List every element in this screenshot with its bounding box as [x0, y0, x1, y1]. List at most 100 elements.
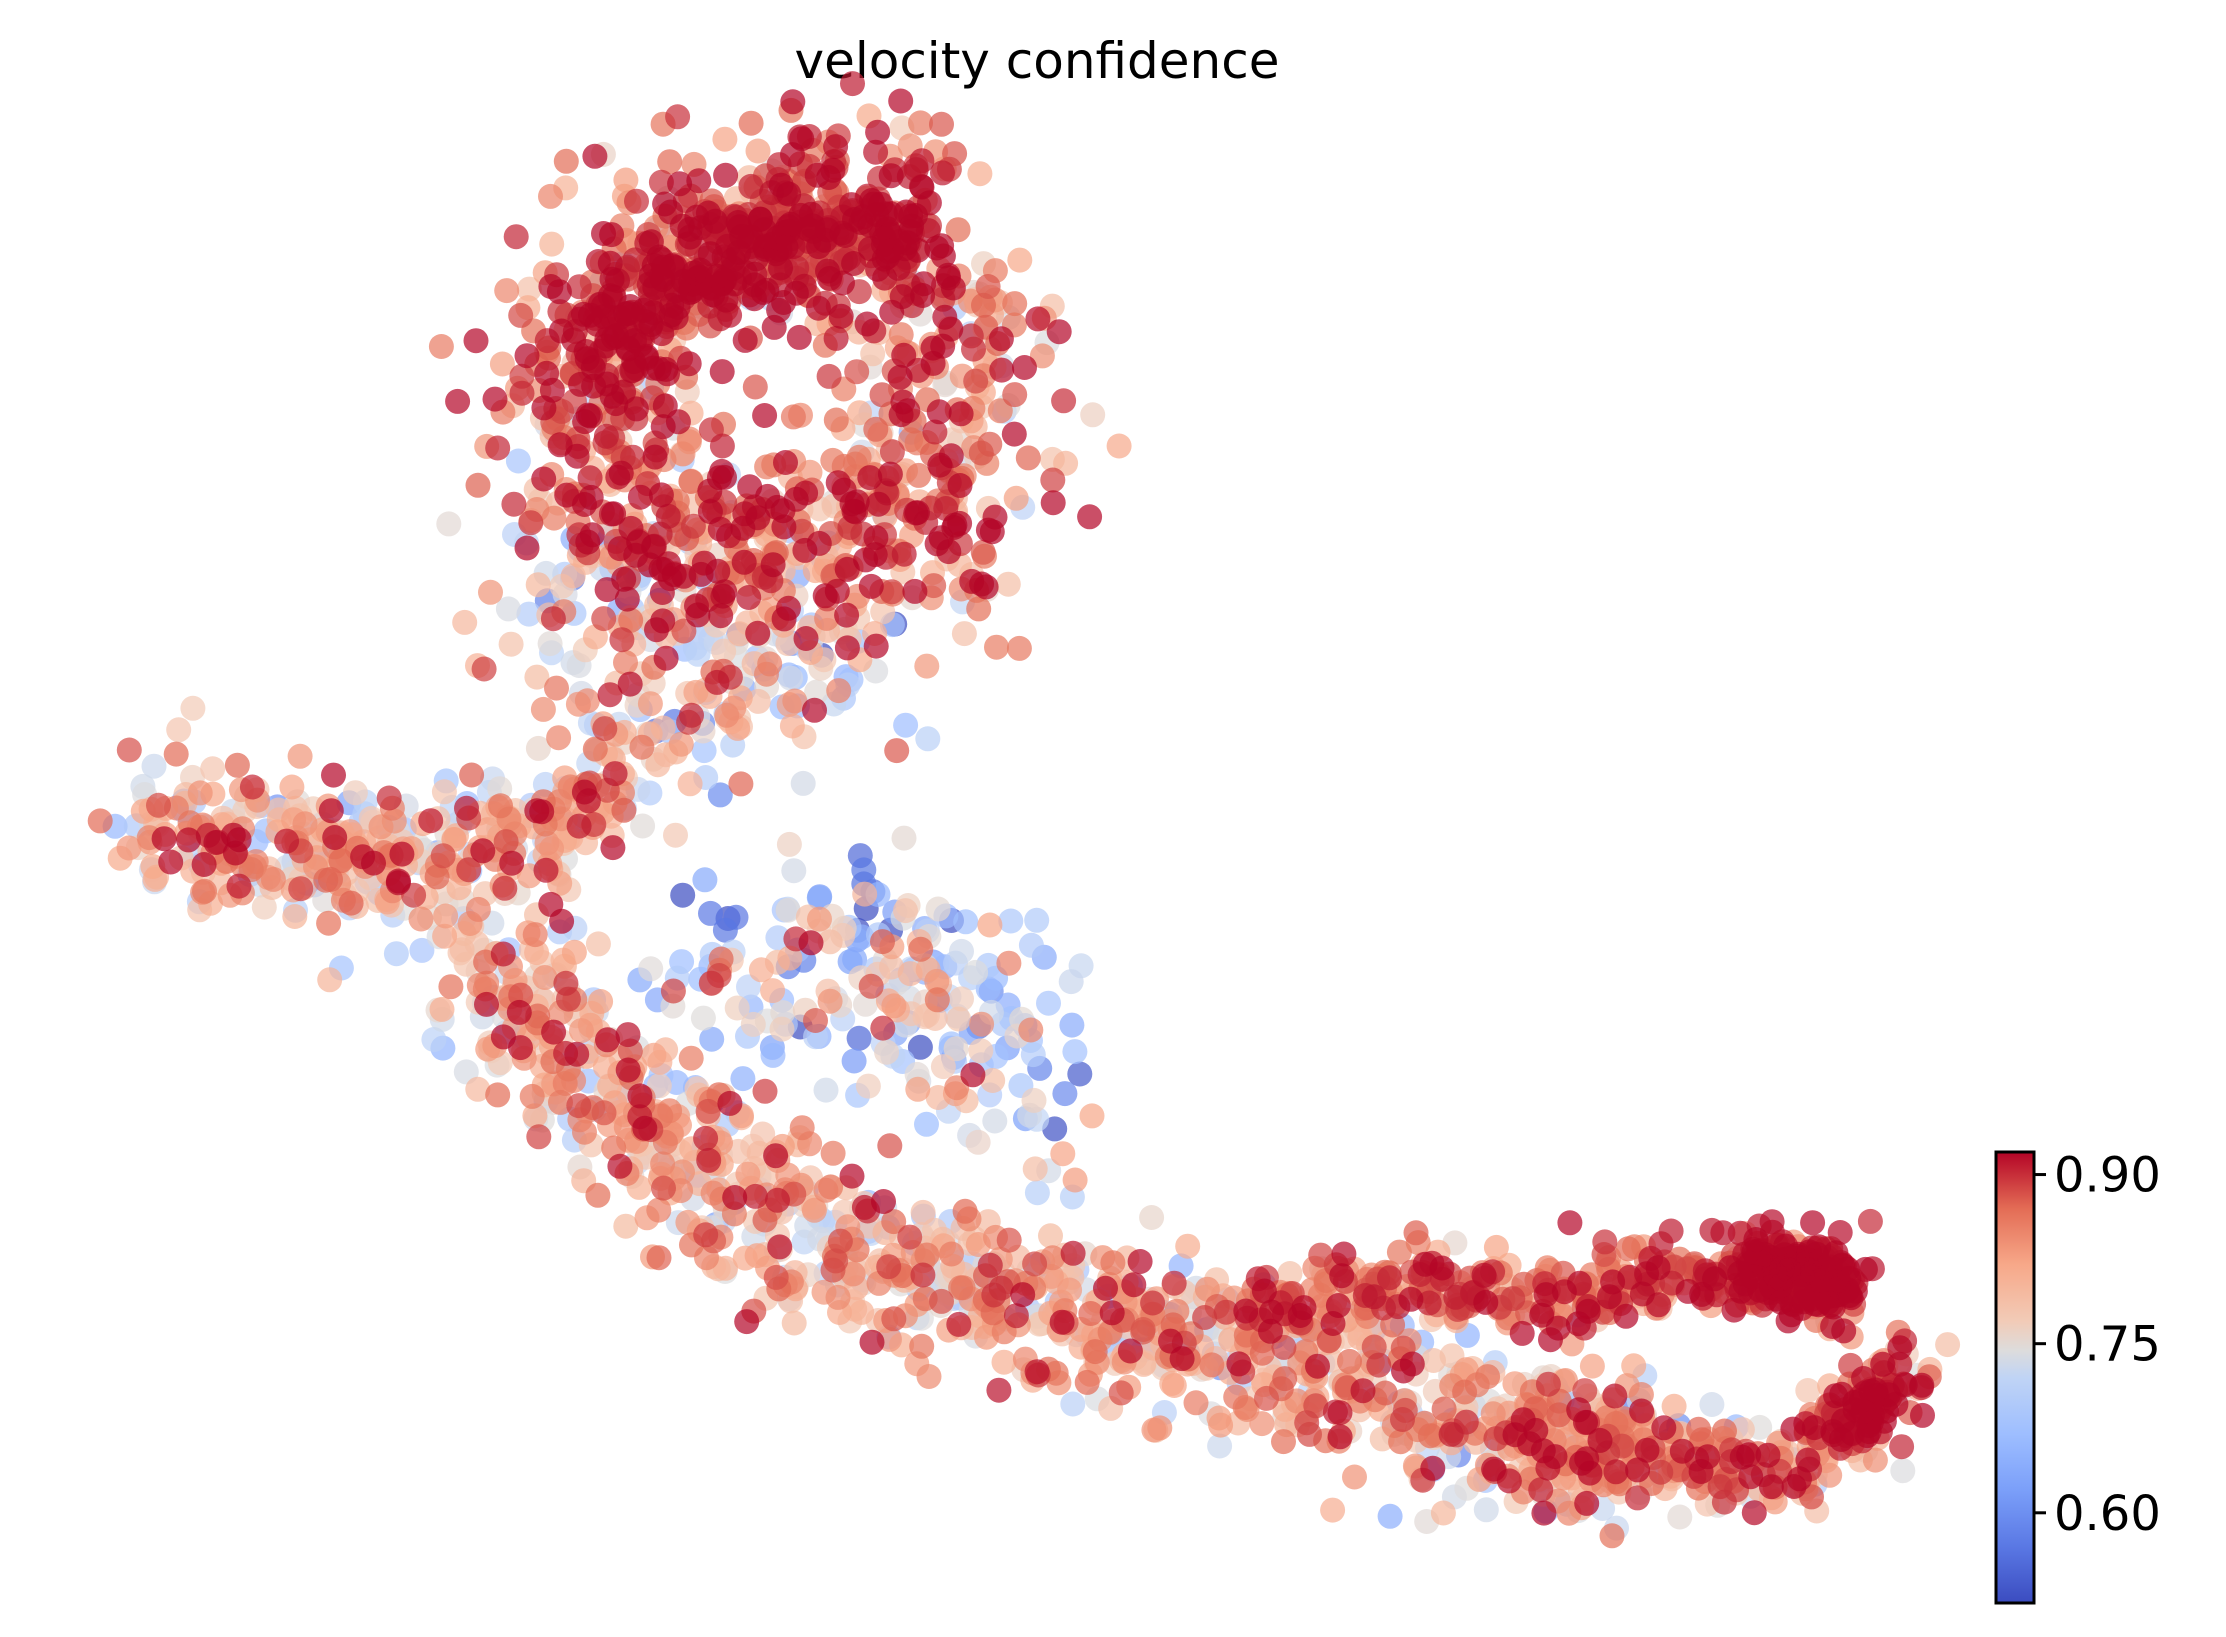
data-point — [287, 743, 313, 769]
data-point — [736, 974, 761, 1000]
data-point — [438, 974, 464, 1000]
data-point — [1060, 1240, 1086, 1266]
data-point — [1226, 1351, 1252, 1377]
data-point — [498, 631, 524, 657]
data-point — [961, 336, 986, 362]
data-point — [1431, 1396, 1457, 1422]
data-point — [902, 578, 928, 604]
data-point — [675, 1209, 701, 1235]
data-point — [1325, 1293, 1351, 1318]
data-point — [1587, 1427, 1613, 1453]
data-point — [939, 1241, 964, 1267]
data-point — [471, 656, 497, 682]
data-point — [648, 556, 674, 582]
data-point — [1080, 402, 1106, 428]
data-point — [775, 897, 801, 923]
data-point — [1862, 1447, 1888, 1473]
data-point — [823, 325, 849, 351]
data-point — [547, 299, 573, 325]
data-point — [1667, 1504, 1693, 1530]
data-point — [898, 203, 924, 229]
data-point — [870, 1015, 896, 1041]
data-point — [887, 364, 913, 390]
data-point — [239, 774, 265, 800]
data-point — [727, 621, 753, 647]
data-point — [1736, 1442, 1762, 1468]
data-point — [1533, 1282, 1559, 1308]
data-point — [841, 1048, 867, 1074]
data-point — [998, 908, 1024, 934]
data-point — [614, 586, 640, 612]
data-point — [881, 1306, 907, 1332]
data-point — [612, 317, 638, 343]
data-point — [525, 572, 551, 598]
data-point — [849, 1299, 875, 1325]
data-point — [321, 762, 346, 788]
data-point — [685, 602, 711, 628]
data-point — [1093, 1275, 1118, 1301]
data-point — [777, 945, 803, 971]
data-point — [839, 1163, 865, 1189]
data-point — [1350, 1378, 1376, 1404]
data-point — [963, 959, 989, 985]
data-point — [714, 702, 740, 728]
data-point — [1158, 1328, 1183, 1354]
data-point — [712, 579, 738, 605]
colorbar-bar — [1994, 1150, 2036, 1605]
data-point — [930, 1054, 956, 1080]
data-point — [767, 1234, 793, 1260]
data-point — [1615, 1236, 1641, 1262]
data-point — [338, 890, 364, 916]
data-point — [1117, 1338, 1143, 1364]
data-point — [711, 638, 737, 664]
data-point — [607, 1153, 633, 1179]
data-point — [322, 825, 348, 850]
data-point — [618, 515, 644, 541]
data-point — [1062, 1039, 1088, 1065]
data-point — [566, 813, 592, 839]
data-point — [1729, 1417, 1755, 1443]
data-point — [1629, 1281, 1655, 1307]
data-point — [585, 1182, 611, 1208]
data-point — [737, 474, 763, 500]
data-point — [1651, 1415, 1677, 1441]
data-point — [611, 379, 637, 405]
data-point — [1738, 1464, 1764, 1490]
data-point — [691, 738, 717, 764]
data-point — [526, 1124, 552, 1150]
data-point — [898, 427, 924, 453]
data-point — [1795, 1378, 1821, 1403]
data-point — [1377, 1265, 1402, 1291]
data-point — [226, 873, 252, 899]
data-point — [421, 1027, 447, 1052]
data-point — [823, 134, 849, 160]
data-point — [1007, 247, 1033, 273]
data-point — [760, 552, 786, 578]
data-point — [1175, 1233, 1201, 1259]
data-point — [531, 395, 557, 421]
data-point — [773, 450, 798, 475]
data-point — [1567, 1270, 1592, 1296]
data-point — [1403, 1220, 1429, 1246]
data-point — [465, 1076, 491, 1102]
data-point — [1062, 1167, 1088, 1193]
data-point — [763, 1143, 789, 1169]
data-point — [763, 1264, 789, 1290]
data-point — [707, 516, 733, 542]
data-point — [935, 262, 961, 288]
colorbar: 0.60 0.75 0.90 — [1994, 1148, 2161, 1605]
data-point — [1331, 1241, 1357, 1267]
data-point — [1372, 1380, 1398, 1406]
data-point — [1024, 1180, 1050, 1206]
data-point — [1711, 1489, 1737, 1515]
data-point — [1509, 1320, 1535, 1346]
data-point — [637, 691, 663, 717]
data-point — [671, 618, 697, 644]
data-point — [760, 978, 786, 1004]
data-point — [910, 283, 936, 308]
data-point — [742, 261, 768, 287]
data-point — [832, 223, 858, 248]
data-point — [906, 462, 932, 488]
data-point — [1420, 1455, 1446, 1481]
data-point — [870, 929, 895, 955]
